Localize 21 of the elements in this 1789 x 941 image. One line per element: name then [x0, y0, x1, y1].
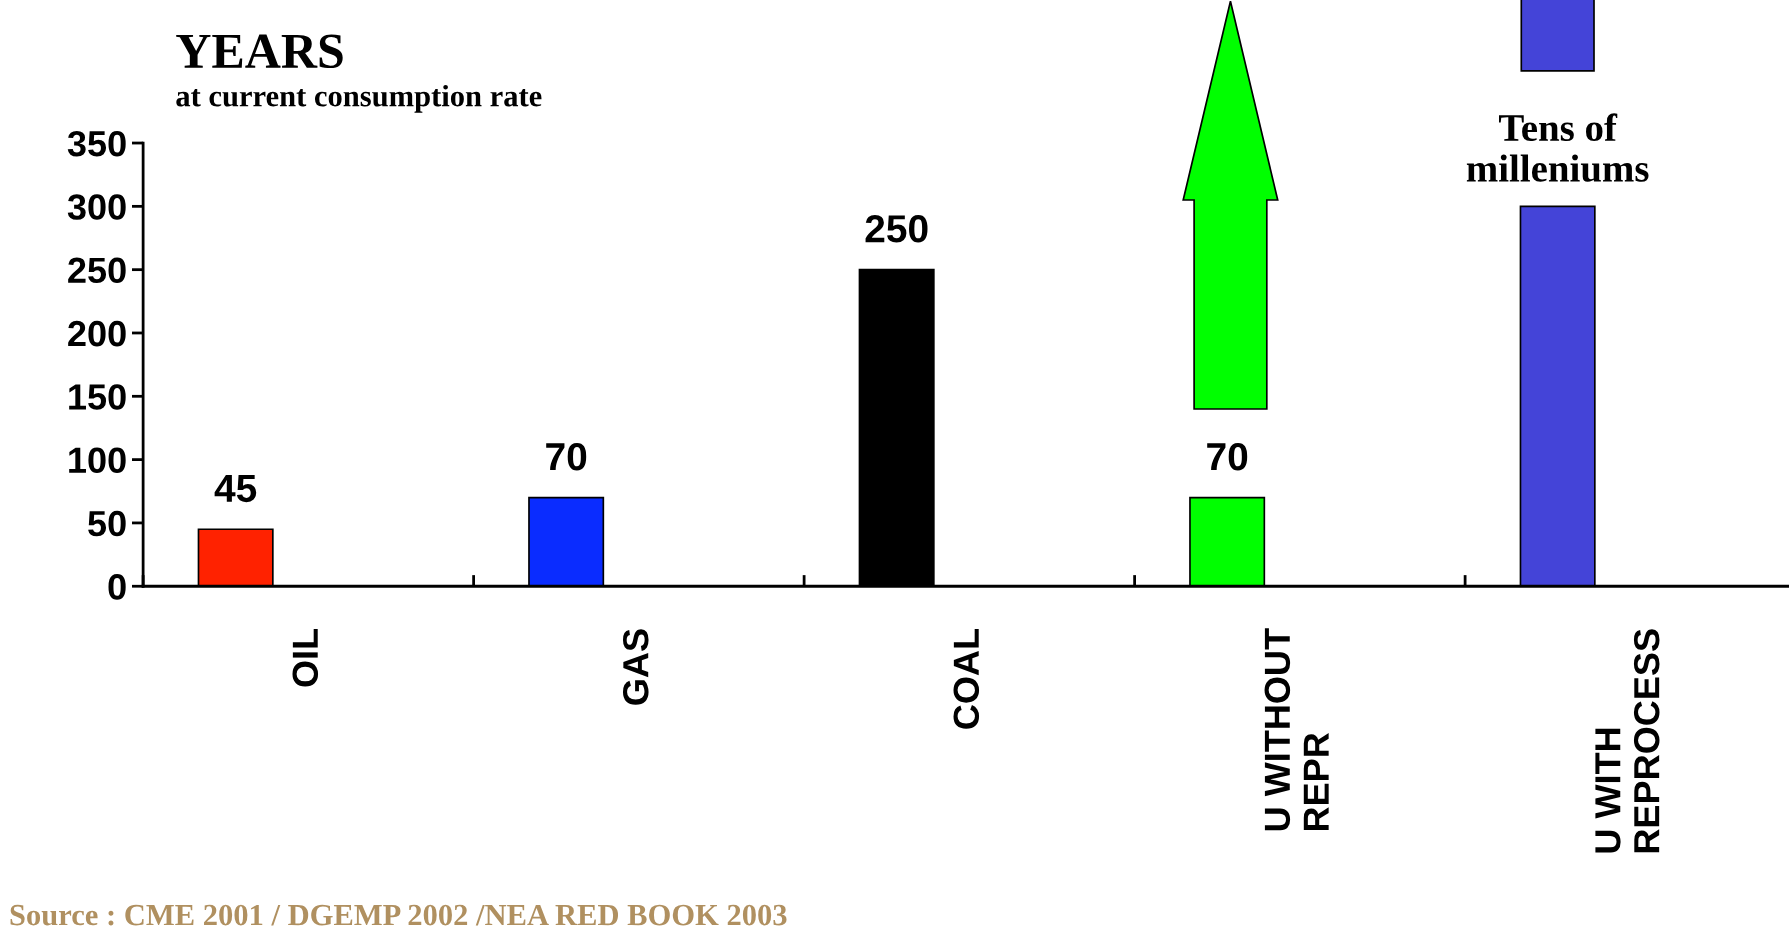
x-tick-label: OIL: [292, 629, 319, 687]
x-tick-label: U WITH REPROCESS: [1595, 629, 1660, 853]
x-tick-label: COAL: [953, 629, 980, 729]
y-tick-label: 50: [88, 510, 126, 537]
x-tick-label: GAS: [622, 629, 649, 705]
source-note: Source : CME 2001 / DGEMP 2002 /NEA RED BOOK 2003: [10, 904, 787, 926]
y-tick-label: 350: [67, 130, 126, 157]
annotation: Tens of milleniums: [1466, 113, 1649, 182]
data-label: 70: [1207, 442, 1248, 471]
y-tick-label: 150: [69, 384, 126, 410]
y-tick-label: 0: [108, 574, 126, 600]
chart-subtitle: at current consumption rate: [176, 84, 542, 113]
data-label: 45: [214, 474, 257, 503]
x-tick-label: U WITHOUT REPR: [1264, 628, 1329, 831]
y-tick-label: 250: [68, 257, 126, 284]
y-tick-label: 200: [68, 320, 126, 347]
y-tick-label: 300: [67, 194, 126, 220]
data-label: 70: [546, 442, 587, 471]
y-tick-label: 100: [69, 447, 126, 474]
data-label: 250: [865, 214, 928, 243]
chart-title: YEARS: [176, 34, 343, 69]
